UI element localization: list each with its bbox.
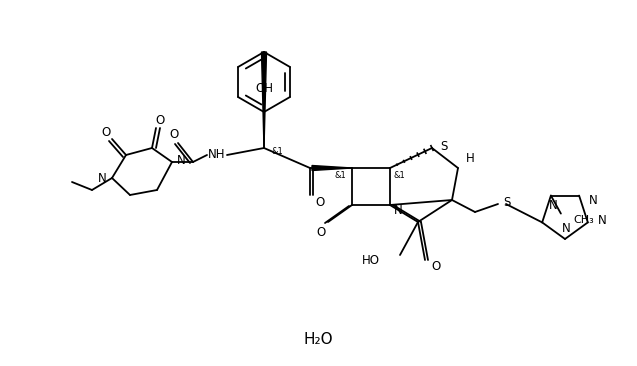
- Text: H: H: [466, 152, 475, 164]
- Text: HO: HO: [362, 254, 380, 268]
- Text: OH: OH: [255, 82, 273, 94]
- Text: N: N: [589, 194, 598, 207]
- Text: S: S: [440, 139, 447, 153]
- Text: O: O: [431, 259, 440, 273]
- Text: N: N: [598, 214, 606, 227]
- Text: O: O: [101, 126, 111, 138]
- Text: O: O: [315, 197, 324, 209]
- Text: CH₃: CH₃: [573, 214, 594, 225]
- Text: NH: NH: [208, 149, 225, 161]
- Text: &1: &1: [271, 146, 283, 156]
- Text: O: O: [155, 113, 164, 127]
- Polygon shape: [262, 52, 266, 148]
- Text: N: N: [98, 172, 107, 184]
- Text: &1: &1: [393, 172, 404, 180]
- Text: N: N: [394, 203, 403, 217]
- Text: N: N: [177, 154, 186, 168]
- Text: N: N: [548, 199, 557, 212]
- Text: O: O: [169, 127, 178, 141]
- Text: O: O: [317, 225, 326, 239]
- Text: S: S: [503, 195, 510, 209]
- Polygon shape: [312, 165, 352, 171]
- Text: N: N: [562, 223, 570, 235]
- Text: &1: &1: [334, 171, 346, 179]
- Text: H₂O: H₂O: [303, 332, 333, 347]
